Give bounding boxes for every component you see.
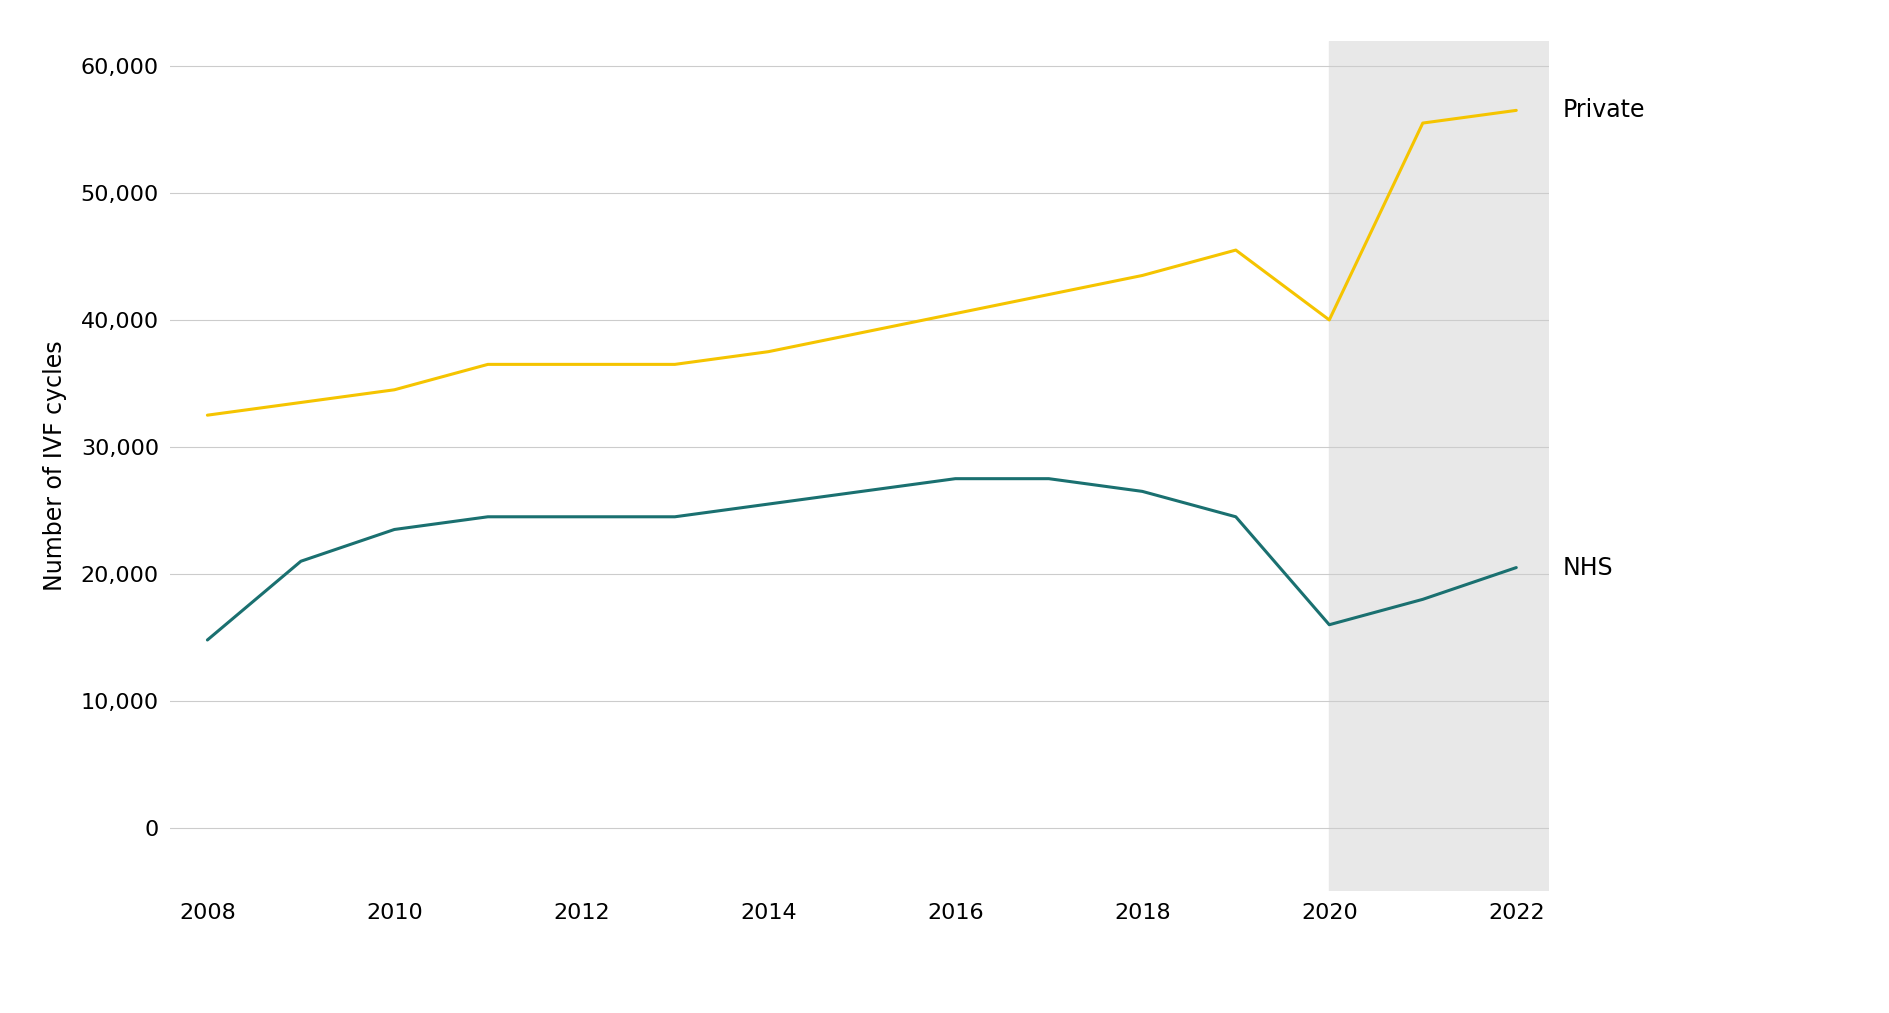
Text: Private: Private — [1562, 98, 1645, 123]
Text: NHS: NHS — [1562, 555, 1613, 579]
Bar — [1330, 41, 1549, 891]
Y-axis label: Number of IVF cycles: Number of IVF cycles — [43, 340, 66, 592]
